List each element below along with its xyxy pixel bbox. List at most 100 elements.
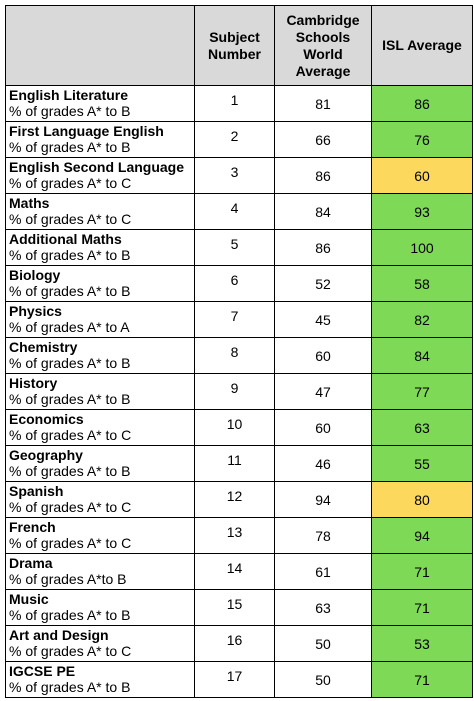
header-isl-average: ISL Average [371, 5, 473, 86]
table-row: Music% of grades A* to B 15 63 71 [5, 589, 473, 626]
isl-average: 77 [371, 373, 473, 410]
results-table-container: Subject Number Cambridge Schools World A… [5, 5, 473, 698]
subject-number: 4 [194, 193, 275, 230]
subject-number: 9 [194, 373, 275, 410]
table-row: Spanish% of grades A* to C 12 94 80 [5, 481, 473, 518]
grade-range: % of grades A* to C [9, 499, 132, 515]
subject-name: Maths [9, 195, 50, 211]
subject-cell: French% of grades A* to C [5, 517, 195, 554]
subject-number: 1 [194, 85, 275, 122]
subject-cell: Physics% of grades A* to A [5, 301, 195, 338]
subject-number: 17 [194, 661, 275, 698]
world-average: 46 [274, 445, 372, 482]
isl-average: 71 [371, 553, 473, 590]
isl-average: 94 [371, 517, 473, 554]
grade-range: % of grades A* to B [9, 679, 131, 695]
table-row: Geography% of grades A* to B 11 46 55 [5, 445, 473, 482]
subject-number: 3 [194, 157, 275, 194]
world-average: 78 [274, 517, 372, 554]
grade-range: % of grades A* to C [9, 535, 132, 551]
subject-cell: Drama% of grades A*to B [5, 553, 195, 590]
subject-name: French [9, 519, 56, 535]
subject-name: Drama [9, 555, 53, 571]
table-row: Chemistry% of grades A* to B 8 60 84 [5, 337, 473, 374]
subject-number: 15 [194, 589, 275, 626]
subject-number: 7 [194, 301, 275, 338]
subject-number: 6 [194, 265, 275, 302]
subject-cell: IGCSE PE% of grades A* to B [5, 661, 195, 698]
world-average: 66 [274, 121, 372, 158]
world-average: 94 [274, 481, 372, 518]
table-row: Economics% of grades A* to C 10 60 63 [5, 409, 473, 446]
subject-name: Chemistry [9, 339, 78, 355]
subject-name: Geography [9, 447, 83, 463]
table-row: English Second Language% of grades A* to… [5, 157, 473, 194]
subject-cell: Spanish% of grades A* to C [5, 481, 195, 518]
table-row: English Literature% of grades A* to B 1 81… [5, 85, 473, 122]
grade-range: % of grades A* to C [9, 643, 132, 659]
grade-range: % of grades A* to B [9, 283, 131, 299]
grade-range: % of grades A* to C [9, 175, 132, 191]
isl-average: 84 [371, 337, 473, 374]
subject-name: Physics [9, 303, 62, 319]
table-row: Physics% of grades A* to A 7 45 82 [5, 301, 473, 338]
table-row: Biology% of grades A* to B 6 52 58 [5, 265, 473, 302]
grade-range: % of grades A* to B [9, 139, 131, 155]
header-subject-number: Subject Number [194, 5, 275, 86]
table-body: English Literature% of grades A* to B 1 81… [5, 85, 473, 698]
table-row: Drama% of grades A*to B 14 61 71 [5, 553, 473, 590]
subject-cell: English Literature% of grades A* to B [5, 85, 195, 122]
subject-name: Economics [9, 411, 84, 427]
subject-cell: Geography% of grades A* to B [5, 445, 195, 482]
header-blank-cell [5, 5, 195, 86]
world-average: 86 [274, 157, 372, 194]
subject-number: 2 [194, 121, 275, 158]
subject-name: IGCSE PE [9, 663, 76, 679]
world-average: 45 [274, 301, 372, 338]
subject-cell: History% of grades A* to B [5, 373, 195, 410]
subject-cell: Economics% of grades A* to C [5, 409, 195, 446]
subject-name: Biology [9, 267, 61, 283]
subject-name: English Second Language [9, 159, 185, 175]
isl-average: 58 [371, 265, 473, 302]
header-world-average: Cambridge Schools World Average [274, 5, 372, 86]
isl-average: 86 [371, 85, 473, 122]
subject-cell: Chemistry% of grades A* to B [5, 337, 195, 374]
subject-number: 8 [194, 337, 275, 374]
subject-cell: English Second Language% of grades A* to… [5, 157, 195, 194]
table-row: Additional Maths% of grades A* to B 5 86 10… [5, 229, 473, 266]
grade-range: % of grades A* to B [9, 355, 131, 371]
world-average: 86 [274, 229, 372, 266]
world-average: 47 [274, 373, 372, 410]
grade-range: % of grades A* to C [9, 211, 132, 227]
subject-cell: Art and Design% of grades A* to C [5, 625, 195, 662]
isl-average: 76 [371, 121, 473, 158]
subject-number: 14 [194, 553, 275, 590]
subject-number: 12 [194, 481, 275, 518]
subject-number: 11 [194, 445, 275, 482]
isl-average: 100 [371, 229, 473, 266]
subject-name: History [9, 375, 58, 391]
subject-number: 5 [194, 229, 275, 266]
grade-range: % of grades A*to B [9, 571, 127, 587]
subject-cell: First Language English% of grades A* to … [5, 121, 195, 158]
table-row: History% of grades A* to B 9 47 77 [5, 373, 473, 410]
table-row: Maths% of grades A* to C 4 84 93 [5, 193, 473, 230]
subject-name: First Language English [9, 123, 164, 139]
grade-range: % of grades A* to B [9, 103, 131, 119]
isl-average: 93 [371, 193, 473, 230]
world-average: 50 [274, 661, 372, 698]
grade-range: % of grades A* to A [9, 319, 130, 335]
grade-range: % of grades A* to B [9, 247, 131, 263]
world-average: 61 [274, 553, 372, 590]
world-average: 81 [274, 85, 372, 122]
grade-range: % of grades A* to C [9, 427, 132, 443]
subject-name: Spanish [9, 483, 64, 499]
results-table: Subject Number Cambridge Schools World A… [5, 5, 473, 698]
subject-number: 10 [194, 409, 275, 446]
world-average: 52 [274, 265, 372, 302]
table-row: IGCSE PE% of grades A* to B 17 50 71 [5, 661, 473, 698]
subject-number: 13 [194, 517, 275, 554]
subject-name: Music [9, 591, 49, 607]
subject-cell: Additional Maths% of grades A* to B [5, 229, 195, 266]
